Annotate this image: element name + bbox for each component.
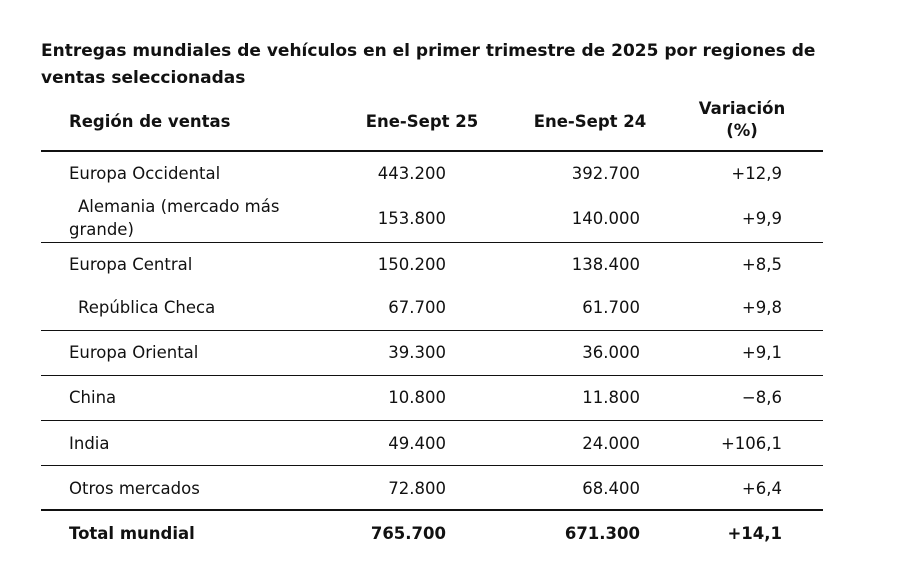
- column-header: Variación (%): [698, 99, 786, 140]
- row-label: China: [69, 387, 117, 407]
- cell: 39.300: [388, 342, 446, 362]
- cell: 72.800: [388, 478, 446, 498]
- rule: [41, 509, 823, 511]
- column-header: Ene-Sept 24: [533, 112, 647, 131]
- cell: 153.800: [377, 208, 446, 228]
- cell: 10.800: [388, 387, 446, 407]
- title: Entregas mundiales de vehículos en el pr…: [41, 41, 816, 88]
- cell: 140.000: [571, 208, 640, 228]
- cell: 150.200: [377, 254, 446, 274]
- cell: +9,1: [741, 342, 782, 362]
- rule: [41, 375, 823, 376]
- cell: 49.400: [388, 433, 446, 453]
- row-label: Europa Occidental: [69, 163, 221, 183]
- cell: 138.400: [571, 254, 640, 274]
- row-label: Alemania (mercado más grande): [69, 197, 280, 239]
- rule: [41, 242, 823, 243]
- cell: 392.700: [571, 163, 640, 183]
- row-label: India: [69, 433, 110, 453]
- cell: 765.700: [370, 523, 446, 543]
- rule: [41, 465, 823, 466]
- cell: +6,4: [741, 478, 782, 498]
- rule: [41, 420, 823, 421]
- cell: 11.800: [582, 387, 640, 407]
- cell: 36.000: [582, 342, 640, 362]
- cell: +12,9: [731, 163, 782, 183]
- row-label: Otros mercados: [69, 478, 200, 498]
- row-label: Europa Central: [69, 254, 193, 274]
- cell: 68.400: [582, 478, 640, 498]
- cell: +8,5: [741, 254, 782, 274]
- row-label: Total mundial: [69, 523, 195, 543]
- row-label: Europa Oriental: [69, 342, 199, 362]
- cell: 61.700: [582, 297, 640, 317]
- row-label: República Checa: [78, 297, 216, 317]
- cell: 24.000: [582, 433, 640, 453]
- cell: 443.200: [377, 163, 446, 183]
- column-header: Región de ventas: [69, 112, 231, 131]
- cell: +14,1: [727, 523, 782, 543]
- cell: +106,1: [720, 433, 782, 453]
- cell: +9,8: [741, 297, 782, 317]
- rule: [41, 150, 823, 152]
- column-header: Ene-Sept 25: [365, 112, 479, 131]
- cell: −8,6: [741, 387, 782, 407]
- rule: [41, 330, 823, 331]
- cell: 671.300: [564, 523, 640, 543]
- cell: 67.700: [388, 297, 446, 317]
- cell: +9,9: [741, 208, 782, 228]
